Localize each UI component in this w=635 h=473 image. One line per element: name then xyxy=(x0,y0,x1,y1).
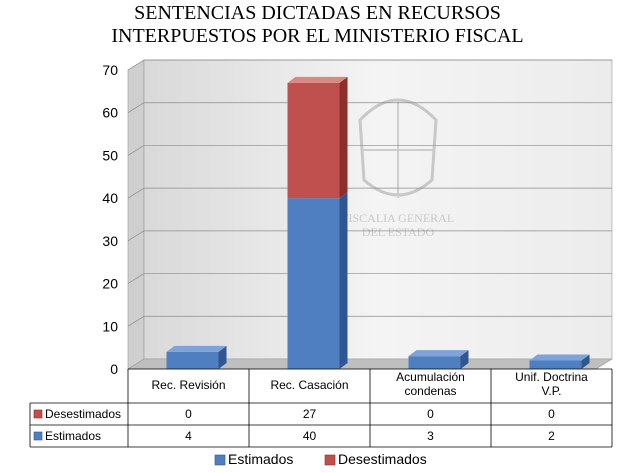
table-cell-value: 40 xyxy=(303,429,317,443)
bar-top xyxy=(408,350,469,357)
table-cell-value: 0 xyxy=(185,407,192,421)
table-legend-key xyxy=(33,409,43,419)
gridline xyxy=(127,102,145,114)
gridline xyxy=(127,59,145,71)
bar-top xyxy=(529,354,590,361)
bar-face xyxy=(408,356,461,369)
legend-key xyxy=(214,454,226,466)
y-tick-label: 40 xyxy=(102,190,118,206)
gridline xyxy=(127,145,145,156)
bar-segment-estimados-1 xyxy=(287,192,348,369)
x-category-label: V.P. xyxy=(541,384,561,398)
bar-face xyxy=(287,82,340,199)
watermark-text: DEL ESTADO xyxy=(362,225,435,239)
y-tick-label: 10 xyxy=(102,318,118,334)
bar-segment-estimados-2 xyxy=(408,350,469,369)
bar-side xyxy=(339,192,348,369)
gridline xyxy=(127,273,145,284)
table-row-label: Estimados xyxy=(45,429,101,443)
bar-side xyxy=(460,350,469,369)
x-category-label: Acumulación xyxy=(396,370,465,384)
bar-face xyxy=(166,351,219,369)
y-tick-label: 60 xyxy=(102,105,118,121)
x-category-label: Rec. Revisión xyxy=(151,378,225,392)
y-tick-label: 30 xyxy=(102,233,118,249)
table-cell-value: 3 xyxy=(427,429,434,443)
bar-face xyxy=(287,198,340,369)
bar-top xyxy=(166,345,227,352)
gridline xyxy=(127,315,145,327)
y-tick-label: 70 xyxy=(102,62,118,78)
gridline xyxy=(127,230,145,242)
y-tick-label: 20 xyxy=(102,276,118,292)
legend-key xyxy=(324,454,336,466)
bar-side xyxy=(581,354,590,369)
table-cell-value: 0 xyxy=(548,407,555,421)
watermark-text: FISCALIA GENERAL xyxy=(342,211,454,225)
bar-side xyxy=(218,345,227,369)
gridline xyxy=(127,187,145,199)
x-category-label: condenas xyxy=(404,384,456,398)
bar-segment-estimados-3 xyxy=(529,354,590,369)
table-cell-value: 2 xyxy=(548,429,555,443)
y-tick-label: 50 xyxy=(102,147,118,163)
chart-title: SENTENCIAS DICTADAS EN RECURSOS INTERPUE… xyxy=(111,2,524,47)
legend-label: Estimados xyxy=(228,451,293,467)
table-cell-value: 0 xyxy=(427,407,434,421)
table-cell-value: 4 xyxy=(185,429,192,443)
plot-side-wall xyxy=(127,59,145,370)
bar-side xyxy=(339,76,348,199)
y-tick-label: 0 xyxy=(110,361,118,377)
table-row-label: Desestimados xyxy=(45,407,121,421)
plot-back-wall xyxy=(143,59,613,360)
table-cell-value: 27 xyxy=(303,407,317,421)
x-category-label: Unif. Doctrina xyxy=(515,370,588,384)
bar-segment-desestimados-1 xyxy=(287,76,348,199)
x-category-label: Rec. Casación xyxy=(270,378,348,392)
bar-face xyxy=(529,360,582,369)
legend-label: Desestimados xyxy=(338,451,427,467)
bar-segment-estimados-0 xyxy=(166,345,227,369)
bar-top xyxy=(287,76,348,83)
table-legend-key xyxy=(33,431,43,441)
